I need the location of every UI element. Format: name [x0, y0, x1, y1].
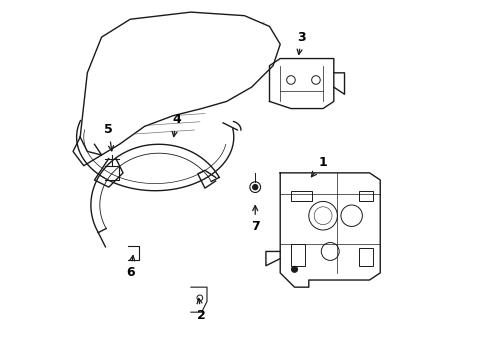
Bar	[358, 248, 372, 266]
Text: 5: 5	[104, 123, 113, 151]
Polygon shape	[333, 73, 344, 94]
Text: 1: 1	[311, 156, 327, 177]
Bar	[290, 244, 305, 266]
Polygon shape	[128, 246, 139, 260]
Text: 2: 2	[197, 298, 205, 322]
Text: 4: 4	[172, 113, 181, 136]
Polygon shape	[94, 158, 123, 187]
Text: 7: 7	[250, 206, 259, 233]
Circle shape	[291, 266, 297, 272]
Polygon shape	[73, 137, 102, 166]
Polygon shape	[265, 251, 280, 266]
Polygon shape	[198, 170, 215, 188]
Polygon shape	[80, 12, 280, 155]
Polygon shape	[105, 166, 119, 180]
Bar	[358, 191, 372, 202]
Text: 6: 6	[125, 256, 134, 279]
Bar	[290, 191, 312, 202]
Circle shape	[252, 185, 257, 190]
Polygon shape	[269, 59, 333, 109]
Polygon shape	[280, 173, 380, 287]
Text: 3: 3	[297, 31, 305, 54]
Polygon shape	[190, 287, 206, 312]
